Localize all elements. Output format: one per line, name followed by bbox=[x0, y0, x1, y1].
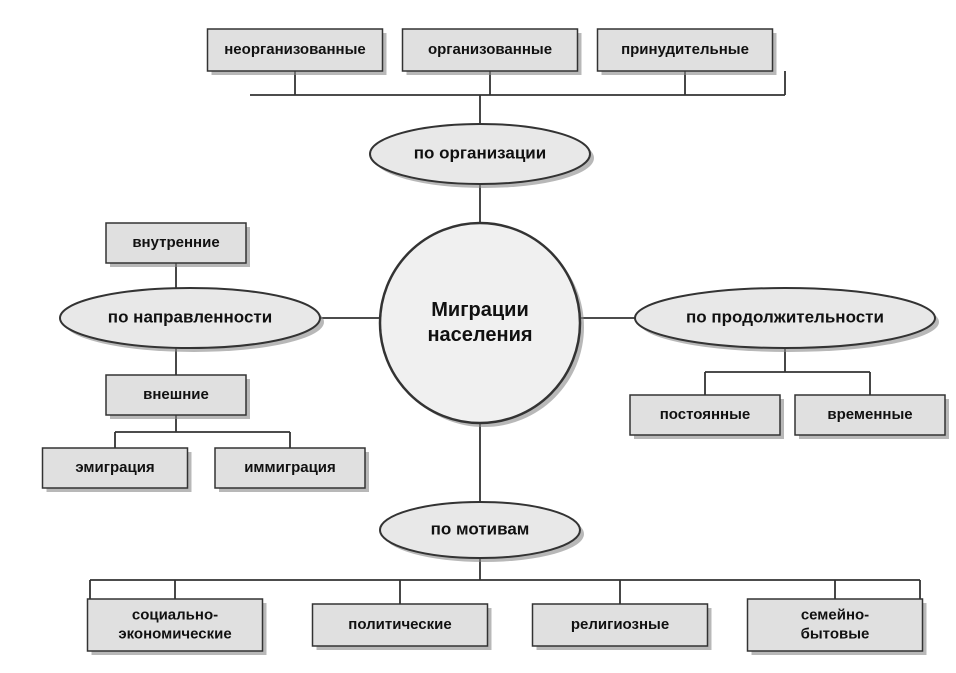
center-label: населения bbox=[427, 324, 532, 346]
org-label: по организации bbox=[414, 143, 546, 162]
node-dur_perm: постоянные bbox=[630, 395, 784, 439]
mot_soc-label: социально- bbox=[132, 607, 218, 624]
org_org-label: организованные bbox=[428, 41, 552, 58]
node-mot_rel: религиозные bbox=[533, 604, 712, 650]
mot-label: по мотивам bbox=[431, 519, 530, 538]
node-immigr: иммиграция bbox=[215, 448, 369, 492]
org_unorg-label: неорганизованные bbox=[224, 41, 365, 58]
node-dir_outer: внешние bbox=[106, 375, 250, 419]
node-mot_pol: политические bbox=[313, 604, 492, 650]
nodes: Миграции населения по организации неорганиз… bbox=[43, 29, 950, 655]
dur-label: по продолжительности bbox=[686, 307, 884, 326]
node-mot_fam: семейно-бытовые bbox=[748, 599, 927, 655]
emigr-label: эмиграция bbox=[75, 459, 154, 476]
node-dur: по продолжительности bbox=[635, 288, 939, 352]
node-dir_inner: внутренние bbox=[106, 223, 250, 267]
node-org_forced: принудительные bbox=[598, 29, 777, 75]
mot_fam-label: семейно- bbox=[801, 607, 869, 624]
dir-label: по направленности bbox=[108, 307, 272, 326]
mot_pol-label: политические bbox=[348, 616, 451, 633]
mot_rel-label: религиозные bbox=[571, 616, 669, 633]
migration-diagram: Миграции населения по организации неорганиз… bbox=[0, 0, 956, 673]
center-label: Миграции bbox=[431, 299, 529, 321]
node-mot: по мотивам bbox=[380, 502, 584, 562]
node-mot_soc: социально-экономические bbox=[88, 599, 267, 655]
dur_temp-label: временные bbox=[827, 406, 912, 423]
mot_soc-label: экономические bbox=[118, 625, 231, 642]
node-org: по организации bbox=[370, 124, 594, 188]
node-dir: по направленности bbox=[60, 288, 324, 352]
node-dur_temp: временные bbox=[795, 395, 949, 439]
node-emigr: эмиграция bbox=[43, 448, 192, 492]
dir_inner-label: внутренние bbox=[132, 234, 219, 251]
dur_perm-label: постоянные bbox=[660, 406, 751, 423]
immigr-label: иммиграция bbox=[244, 459, 336, 476]
dir_outer-label: внешние bbox=[143, 386, 209, 403]
node-org_org: организованные bbox=[403, 29, 582, 75]
org_forced-label: принудительные bbox=[621, 41, 749, 58]
node-center: Миграции населения bbox=[380, 223, 584, 427]
mot_fam-label: бытовые bbox=[801, 625, 870, 642]
node-org_unorg: неорганизованные bbox=[208, 29, 387, 75]
